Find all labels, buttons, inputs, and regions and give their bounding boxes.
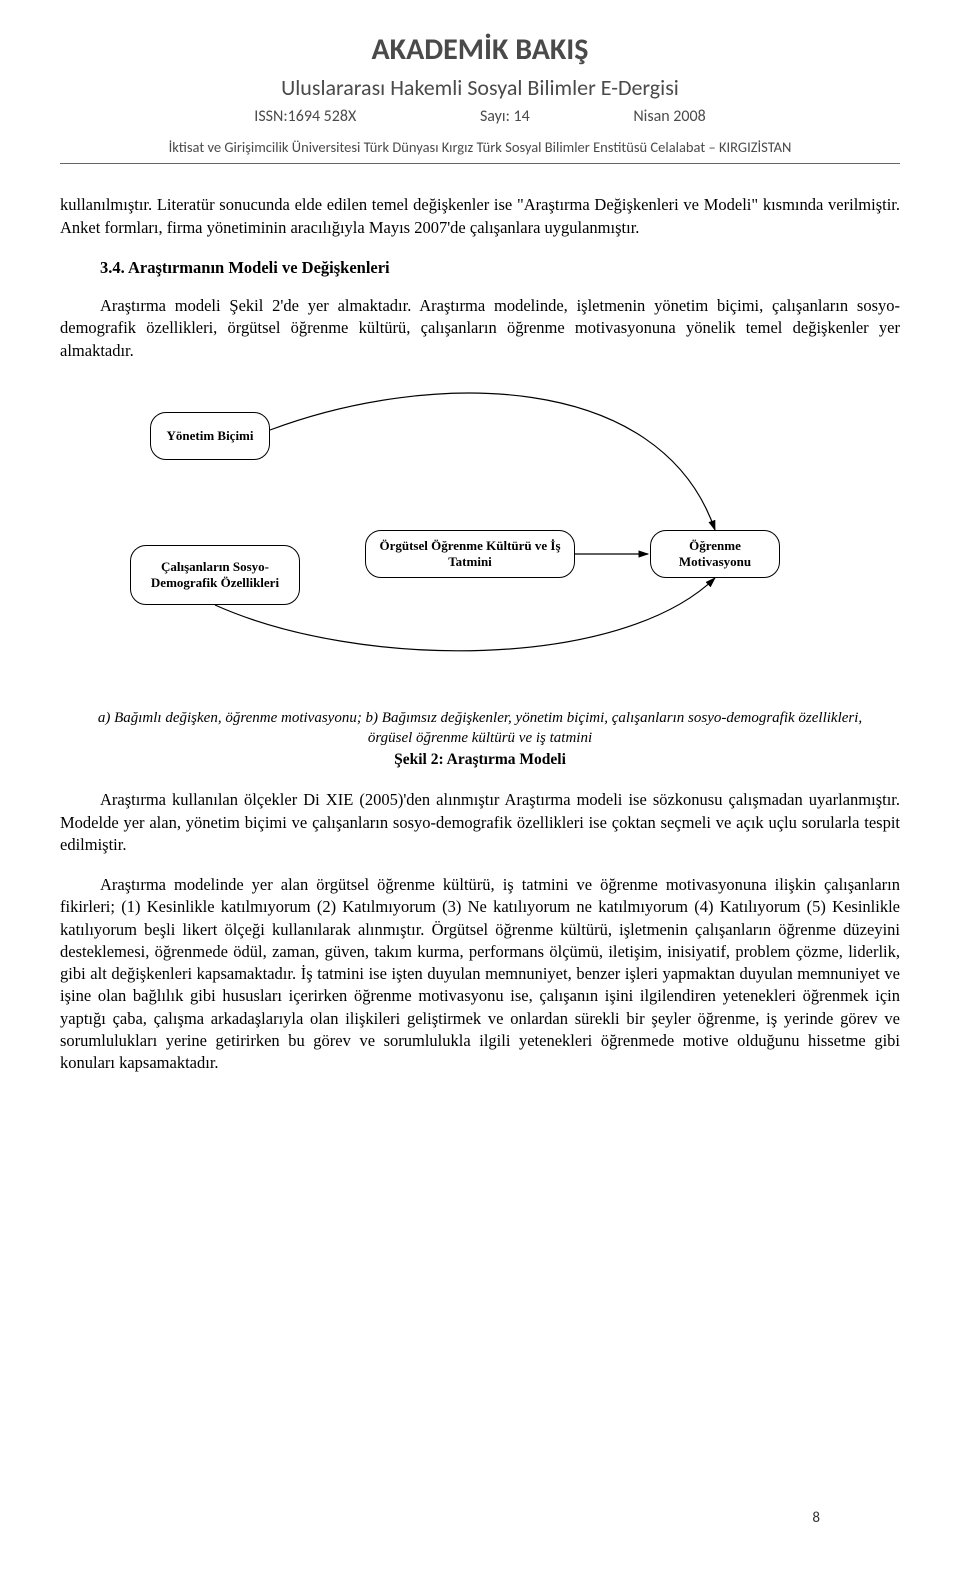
node-orgutsel-ogrenme: Örgütsel Öğrenme Kültürü ve İş Tatmini xyxy=(365,530,575,578)
issue-number: Sayı: 14 xyxy=(480,106,530,128)
paragraph-intro: kullanılmıştır. Literatür sonucunda elde… xyxy=(60,194,900,239)
figure-caption-italic: a) Bağımlı değişken, öğrenme motivasyonu… xyxy=(90,708,870,749)
node-label: Öğrenme Motivasyonu xyxy=(657,538,773,569)
affiliation-text: İktisat ve Girişimcilik Üniversitesi Tür… xyxy=(60,138,900,158)
header-divider xyxy=(60,163,900,164)
paragraph-scales: Araştırma kullanılan ölçekler Di XIE (20… xyxy=(60,789,900,856)
journal-subtitle: Uluslararası Hakemli Sosyal Bilimler E-D… xyxy=(60,73,900,103)
issue-meta-row: ISSN:1694 528X Sayı: 14 Nisan 2008 xyxy=(60,106,900,128)
issn-text: ISSN:1694 528X xyxy=(254,106,356,128)
node-label: Yönetim Biçimi xyxy=(166,428,253,444)
research-model-diagram: Yönetim Biçimi Çalışanların Sosyo-Demogr… xyxy=(100,380,860,680)
figure-caption-bold: Şekil 2: Araştırma Modeli xyxy=(60,750,900,771)
node-label: Çalışanların Sosyo-Demografik Özellikler… xyxy=(137,559,293,590)
node-calisanlar-sosyo: Çalışanların Sosyo-Demografik Özellikler… xyxy=(130,545,300,605)
journal-header: AKADEMİK BAKIŞ Uluslararası Hakemli Sosy… xyxy=(60,30,900,157)
node-yonetim-bicimi: Yönetim Biçimi xyxy=(150,412,270,460)
paragraph-likert: Araştırma modelinde yer alan örgütsel öğ… xyxy=(60,874,900,1074)
node-ogrenme-motivasyonu: Öğrenme Motivasyonu xyxy=(650,530,780,578)
paragraph-model-desc: Araştırma modeli Şekil 2'de yer almaktad… xyxy=(60,295,900,362)
node-label: Örgütsel Öğrenme Kültürü ve İş Tatmini xyxy=(372,538,568,569)
journal-title: AKADEMİK BAKIŞ xyxy=(60,30,900,71)
section-heading-34: 3.4. Araştırmanın Modeli ve Değişkenleri xyxy=(100,257,900,279)
issue-date: Nisan 2008 xyxy=(633,106,705,128)
edge-yonetim-to-ogrenme xyxy=(270,393,715,530)
